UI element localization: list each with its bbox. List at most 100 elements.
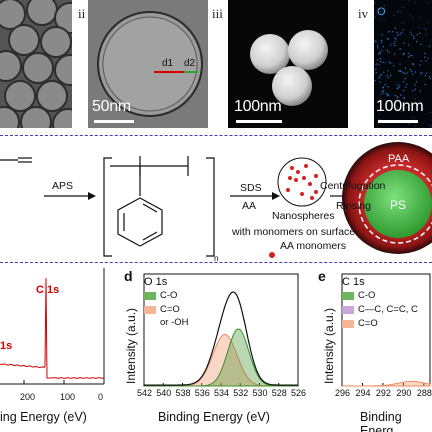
x-tick-label: 526 (291, 388, 307, 398)
eds-speck (430, 125, 432, 128)
eds-speck (424, 83, 426, 85)
eds-speck (425, 29, 427, 31)
eds-speck (397, 34, 399, 36)
eds-speck (403, 52, 405, 55)
eds-speck (413, 37, 415, 40)
x-tick-label: 538 (175, 388, 191, 398)
eds-speck (381, 34, 383, 36)
eds-speck (414, 98, 416, 100)
section-divider-bottom (0, 262, 432, 263)
eds-speck (387, 93, 389, 95)
survey-tick-marks (23, 380, 105, 384)
eds-speck (418, 26, 420, 28)
eds-speck (396, 87, 398, 89)
eds-speck (394, 27, 396, 29)
eds-speck (419, 17, 422, 19)
eds-speck (408, 44, 410, 46)
c1s-x-axis-title: Binding Energ (360, 410, 402, 432)
core-boundary-dashed (358, 164, 432, 244)
ps-label: PS (390, 198, 407, 212)
eds-speck (397, 11, 400, 13)
eds-speck (420, 43, 422, 45)
eds-speck (381, 92, 383, 94)
eds-speck (428, 45, 430, 47)
eds-speck (379, 113, 381, 115)
eds-speck (419, 90, 421, 92)
peak-c-o (144, 328, 298, 387)
eds-speck (424, 27, 426, 29)
eds-speck (381, 90, 383, 92)
eds-speck (375, 63, 377, 65)
eds-map-panel-iv: O 100nm (374, 0, 432, 128)
eds-speck (402, 53, 404, 55)
eds-speck (414, 71, 416, 73)
eds-speck (410, 31, 412, 33)
eds-speck (381, 39, 383, 41)
aa-monomer-dot (314, 174, 318, 178)
eds-speck (390, 62, 392, 64)
eds-speck (377, 47, 379, 49)
aa-monomer-dot (302, 176, 306, 180)
o1s-annotation-partial: 1s (0, 340, 13, 352)
eds-oxygen-map (374, 0, 432, 128)
eds-speck (427, 57, 429, 59)
x-tick-label: 294 (355, 388, 371, 398)
eds-speck (425, 60, 427, 62)
c1s-y-axis-title: Intensity (a.u.) (322, 307, 336, 384)
sds-label: SDS (240, 182, 262, 194)
eds-speck (386, 102, 388, 104)
eds-speck (378, 77, 380, 79)
synthesis-scheme (0, 142, 432, 258)
eds-speck (408, 56, 410, 58)
eds-speck (420, 60, 422, 62)
nanospheres-label: Nanospheres (272, 210, 335, 222)
scale-bar-label-ii: 50nm (92, 98, 131, 115)
plot-frame (341, 273, 431, 387)
scale-bar-iii (236, 120, 282, 123)
eds-speck (382, 46, 384, 48)
eds-speck (388, 31, 390, 33)
legend-c-o: C-O (160, 290, 178, 301)
legend-swatch-e-c-c (342, 306, 354, 314)
eds-speck (402, 29, 404, 31)
aa-monomer-dot (310, 196, 314, 200)
panel-label-iv: iv (358, 6, 369, 21)
x-tick-label: 536 (194, 388, 210, 398)
centrifugation-label: Centrifugation (320, 180, 386, 192)
eds-speck (396, 106, 399, 108)
ps-core (364, 170, 432, 238)
aa-monomer-dot (300, 192, 304, 196)
scale-bar-label-iv: 100nm (376, 98, 424, 115)
eds-speck (415, 1, 417, 3)
eds-speck (403, 81, 405, 83)
survey-tick-100: 100 (60, 392, 76, 402)
nanosphere-array-image (0, 0, 72, 128)
eds-speck (427, 2, 429, 4)
eds-speck (399, 33, 401, 35)
eds-speck (384, 84, 386, 86)
eds-speck (394, 44, 396, 46)
eds-speck (404, 72, 406, 75)
eds-speck (416, 41, 418, 43)
aa-monomer-dot (304, 164, 308, 168)
aa-monomer-dot (288, 176, 292, 180)
eds-speck (394, 94, 396, 96)
eds-speck (387, 77, 389, 79)
panel-letter-d: d (124, 268, 133, 284)
eds-speck (403, 97, 406, 99)
eds-speck (413, 35, 415, 38)
legend-e-c-c: C—C, C=C, C (358, 304, 418, 315)
scale-bar-label-iii: 100nm (234, 98, 282, 115)
survey-series-line (0, 277, 105, 379)
eds-speck (393, 14, 395, 16)
scale-bar-iv (378, 120, 418, 123)
single-nanosphere-tem (88, 0, 208, 128)
tem-image-panel-i (0, 0, 72, 128)
eds-speck (379, 75, 381, 77)
polystyrene-structure (103, 156, 215, 257)
x-tick-label: 290 (396, 388, 412, 398)
eds-speck (408, 52, 410, 54)
x-tick-label: 532 (233, 388, 249, 398)
x-tick-label: 542 (137, 388, 153, 398)
eds-speck (406, 72, 408, 74)
